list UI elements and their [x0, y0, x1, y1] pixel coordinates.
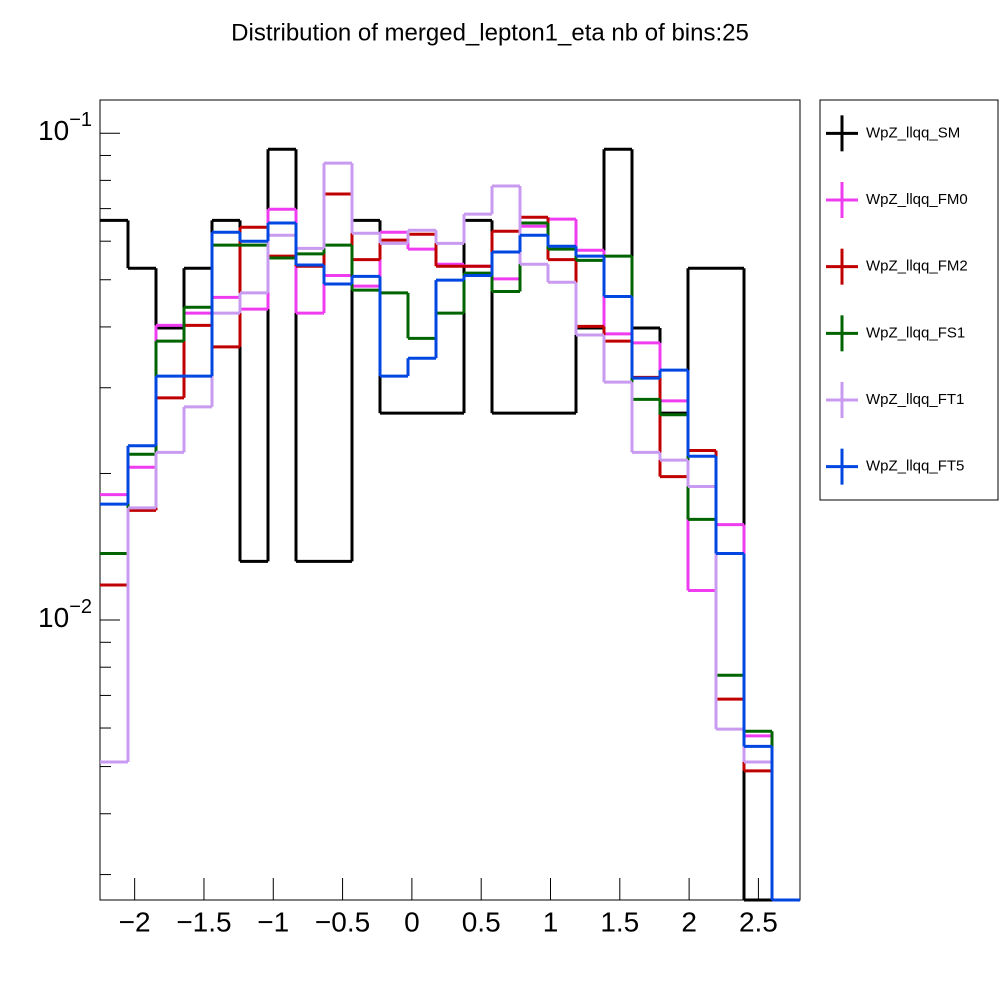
plot-frame [99, 99, 801, 901]
y-tick-exponent: −2 [69, 596, 92, 618]
x-tick-label: 1.5 [600, 906, 639, 937]
x-tick-label: 2.5 [739, 906, 778, 937]
legend-label: WpZ_llqq_FM2 [866, 258, 968, 275]
x-tick-label: 2 [681, 906, 697, 937]
legend-box [819, 99, 999, 501]
x-tick-label: 0.5 [462, 906, 501, 937]
x-tick-label: −1.5 [176, 906, 231, 937]
legend-label: WpZ_llqq_FT1 [866, 391, 964, 408]
x-tick-label: −2 [119, 906, 151, 937]
chart-title: Distribution of merged_lepton1_eta nb of… [231, 19, 749, 46]
y-tick-label: 10−1 [38, 109, 92, 146]
y-tick-base: 10 [38, 602, 69, 633]
legend-label: WpZ_llqq_FS1 [866, 324, 965, 341]
y-tick-exponent: −1 [69, 109, 92, 131]
legend-label: WpZ_llqq_FT5 [866, 458, 964, 475]
legend-label: WpZ_llqq_FM0 [866, 191, 968, 208]
legend-label: WpZ_llqq_SM [866, 124, 960, 141]
y-tick-base: 10 [38, 116, 69, 147]
x-tick-label: 0 [404, 906, 420, 937]
x-tick-label: 1 [543, 906, 559, 937]
y-tick-label: 10−2 [38, 596, 92, 633]
x-tick-label: −0.5 [315, 906, 370, 937]
x-tick-label: −1 [257, 906, 289, 937]
